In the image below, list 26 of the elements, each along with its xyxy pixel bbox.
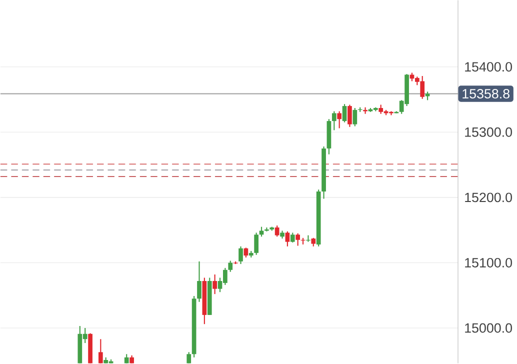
candlestick	[342, 104, 347, 123]
ref-line-label: 15358.8	[462, 89, 510, 99]
candlestick	[363, 106, 368, 114]
y-tick-label: 15000.0	[465, 323, 512, 333]
candlestick	[197, 260, 202, 303]
y-tick-label: 15100.0	[465, 258, 512, 268]
candlestick	[254, 232, 258, 256]
candlestick	[285, 230, 290, 248]
candlestick	[186, 352, 192, 364]
candlestick	[98, 338, 103, 364]
candlestick	[238, 246, 243, 265]
candlestick	[212, 274, 217, 295]
y-tick-label: 15300.0	[465, 127, 512, 137]
candlestick	[274, 225, 280, 238]
candlestick	[337, 110, 342, 129]
candlestick	[244, 247, 248, 258]
y-tick-label: 15200.0	[465, 192, 512, 202]
y-tick-label: 15400.0	[465, 62, 512, 72]
candlestick	[332, 110, 336, 131]
candlestick	[259, 226, 264, 238]
candlestick	[352, 108, 358, 127]
candlestick	[290, 232, 295, 244]
candlestick	[228, 260, 233, 272]
candlestick	[124, 354, 129, 364]
candlestick	[296, 232, 300, 246]
candlestick	[348, 104, 352, 128]
